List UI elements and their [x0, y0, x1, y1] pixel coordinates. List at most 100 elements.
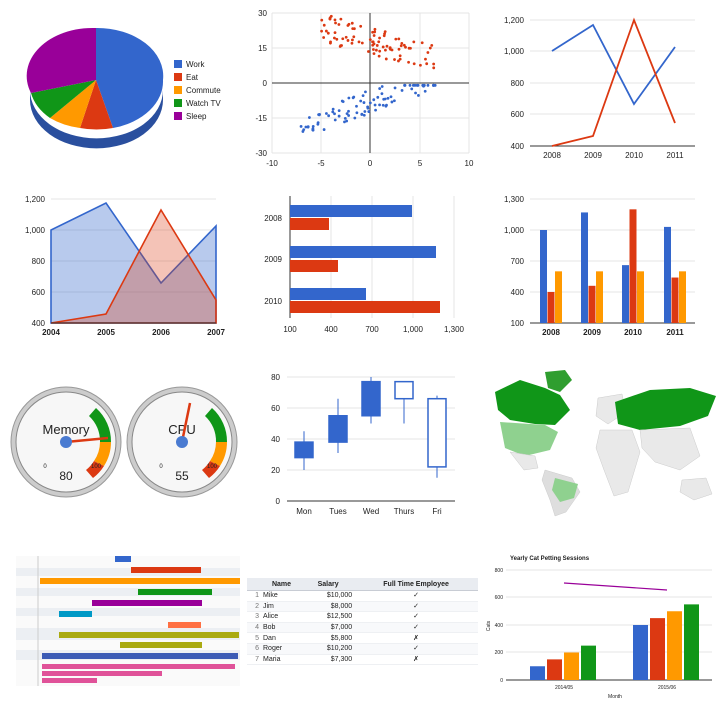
scatter-point: [394, 37, 398, 41]
scatter-point: [346, 39, 350, 42]
combo-xtick: 2014/05: [555, 685, 573, 691]
area-ytick: 800: [32, 257, 46, 266]
scatter-point: [384, 57, 388, 61]
area-ytick: 600: [32, 288, 46, 297]
scatter-point: [333, 18, 337, 22]
table-cell: Roger: [261, 643, 303, 655]
table-row[interactable]: 2 Jim $8,000 ✓: [247, 601, 478, 613]
scatter-point: [347, 114, 351, 117]
hbar: [290, 260, 338, 272]
table-row[interactable]: 1 Mike $10,000 ✓: [247, 590, 478, 602]
scatter-point: [373, 103, 377, 107]
table-row[interactable]: 5 Dan $5,800 ✗: [247, 632, 478, 644]
map-greenland: [545, 370, 572, 392]
scatter-point: [362, 101, 366, 104]
candle-xtick: Mon: [296, 507, 312, 516]
table-cell: ✗: [354, 654, 478, 666]
scatter-point: [376, 95, 380, 99]
table-header-fulltime[interactable]: Full Time Employee: [354, 578, 478, 591]
column-bar: [547, 292, 555, 323]
scatter-point: [373, 27, 377, 31]
scatter-point: [417, 94, 420, 97]
scatter-point: [372, 48, 375, 51]
scatter-point: [317, 113, 321, 117]
scatter-point: [407, 46, 411, 50]
area-xtick: 2004: [42, 328, 60, 337]
column-bar: [664, 226, 671, 323]
scatter-xtick: -5: [317, 159, 325, 168]
scatter-point: [399, 44, 403, 48]
scatter-point: [361, 94, 365, 98]
timeline-bar: [138, 589, 212, 595]
scatter-point: [368, 101, 372, 105]
combo-bar: [581, 645, 596, 680]
scatter-point: [341, 37, 345, 41]
scatter-point: [327, 114, 331, 118]
line-xtick: 2009: [584, 151, 602, 160]
table-cell: 1: [247, 590, 261, 602]
scatter-point: [333, 118, 337, 122]
table-cell: $10,200: [302, 643, 355, 655]
hbar: [290, 205, 412, 217]
table-cell: ✗: [354, 632, 478, 644]
map-asia: [639, 427, 701, 471]
horizontal-bar-chart: 2008 2009 2010 100 400 700 1,000 1,300: [264, 196, 465, 334]
scatter-point: [384, 104, 388, 108]
line-series-1: [551, 23, 676, 106]
map-mexico: [509, 451, 539, 471]
table-header-salary[interactable]: Salary: [302, 578, 355, 591]
table-row[interactable]: 7 Maria $7,300 ✗: [247, 654, 478, 666]
map-canada: [495, 380, 570, 425]
combo-ytick: 400: [495, 623, 504, 629]
hbar: [290, 218, 329, 230]
column-bar: [637, 271, 644, 323]
candle-ytick: 20: [271, 466, 280, 475]
scatter-chart: 30 15 0 -15 -30 -10 -5 0 5 10: [255, 9, 474, 168]
timeline-bar: [59, 632, 239, 638]
table-cell: 2: [247, 601, 261, 613]
hbar: [290, 301, 440, 313]
scatter-point: [420, 41, 424, 45]
gauge-min: 0: [159, 464, 163, 470]
table-cell: $7,300: [302, 654, 355, 666]
gauge-memory: Memory 80 0 100: [10, 386, 122, 498]
map-usa: [500, 422, 558, 456]
scatter-point: [329, 40, 332, 44]
scatter-point: [368, 38, 372, 42]
scatter-point: [340, 99, 344, 103]
gauge-memory-label: Memory: [43, 422, 90, 437]
scatter-point: [360, 112, 364, 116]
scatter-point: [329, 14, 333, 18]
table-row[interactable]: 3 Alice $12,500 ✓: [247, 611, 478, 623]
scatter-point: [337, 23, 341, 26]
gauge-memory-value: 80: [59, 469, 73, 483]
timeline-bar: [42, 653, 238, 659]
table-row[interactable]: 6 Roger $10,200 ✓: [247, 643, 478, 655]
scatter-point: [347, 109, 350, 113]
scatter-point: [411, 83, 415, 87]
table-header-name[interactable]: Name: [261, 578, 303, 591]
scatter-point: [404, 45, 407, 49]
scatter-point: [397, 59, 400, 63]
line-ytick: 600: [511, 110, 525, 119]
table-cell: $10,000: [302, 590, 355, 602]
column-bar: [588, 285, 596, 323]
scatter-point: [332, 36, 336, 40]
candle-ytick: 0: [276, 497, 281, 506]
scatter-point: [311, 124, 315, 128]
scatter-point: [363, 110, 367, 113]
column-ytick: 400: [511, 288, 525, 297]
scatter-point: [333, 31, 337, 35]
gauge-chart: Memory 80 0 100 CPU 55 0 100: [10, 386, 238, 498]
table-cell: ✓: [354, 611, 478, 623]
column-ytick: 1,300: [504, 195, 525, 204]
gauge-max: 100: [207, 464, 218, 470]
candle-body: [361, 380, 381, 417]
scatter-point: [359, 99, 363, 103]
scatter-point: [426, 51, 430, 54]
scatter-point: [383, 97, 387, 101]
table-row[interactable]: 4 Bob $7,000 ✓: [247, 622, 478, 634]
scatter-point: [345, 112, 349, 116]
scatter-point: [326, 31, 330, 35]
scatter-point: [378, 103, 381, 107]
